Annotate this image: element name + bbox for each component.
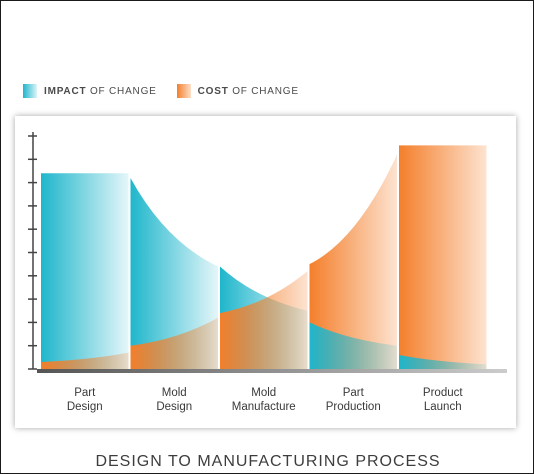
impact-area-part-design [41,173,129,369]
chart-areas [41,145,487,369]
cost-area-mold-design [130,317,218,369]
category-label-mold-manufacture: Mold Manufacture [232,387,296,413]
impact-area-product-launch [399,355,487,369]
cost-area-part-design [41,352,129,369]
category-label-mold-design: Mold Design [156,387,192,413]
x-axis [37,369,507,373]
legend-label-cost: COST OF CHANGE [197,85,299,97]
page-title: DESIGN TO MANUFACTURING PROCESS [95,453,441,470]
category-label-part-design: Part Design [67,387,103,413]
chart-category-labels: Part Design Mold Design Mold Manufacture Part P… [67,387,464,413]
impact-area-mold-design [130,177,218,369]
legend-item-cost: COST OF CHANGE [176,84,299,98]
impact-area-part-production [309,322,397,369]
category-label-part-production: Part Production [326,387,381,413]
legend-label-impact: IMPACT OF CHANGE [44,85,157,97]
legend-swatch-impact [23,84,37,98]
legend: IMPACT OF CHANGE COST OF CHANGE [23,83,319,99]
chart-plot: Part Design Mold Design Mold Manufacture Part P… [28,132,507,413]
chart-card: Part Design Mold Design Mold Manufacture Part P… [15,116,516,428]
cost-area-mold-manufacture [220,271,308,369]
legend-swatch-cost [176,84,191,98]
cost-area-product-launch [399,145,487,369]
chart-axes [28,132,507,373]
category-label-product-launch: Product Launch [423,387,463,413]
cost-area-part-production [309,154,397,369]
legend-item-impact: IMPACT OF CHANGE [23,84,157,98]
